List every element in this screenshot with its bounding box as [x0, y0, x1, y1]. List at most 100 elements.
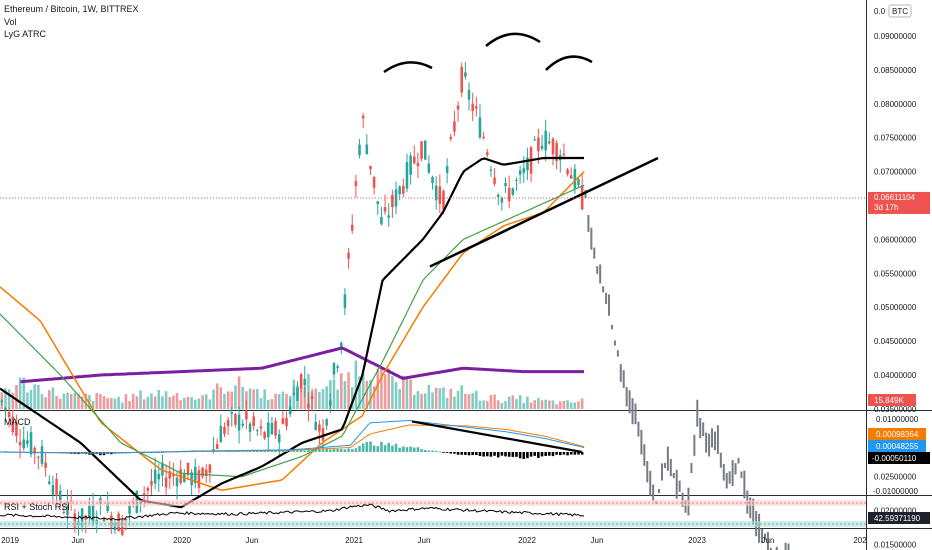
candle-body: [292, 392, 296, 395]
candle-body: [29, 432, 33, 455]
candle-body: [467, 89, 471, 100]
candle-body: [128, 505, 131, 514]
volume-bar: [350, 387, 354, 409]
price-tick-label: 0.05000000: [874, 303, 917, 312]
macd-hist-bar: [347, 448, 350, 452]
macd-hist-bar: [405, 447, 409, 452]
candle-body: [471, 103, 474, 111]
volume-legend[interactable]: Vol: [4, 17, 17, 27]
macd-hist-bar: [562, 452, 566, 455]
candle-body: [409, 155, 412, 175]
candle-body: [442, 191, 445, 210]
candle-body: [120, 520, 124, 535]
candle-body: [259, 426, 263, 429]
volume-bar: [518, 395, 522, 409]
candle-body: [142, 493, 146, 496]
volume-bar: [489, 395, 493, 409]
volume-bar: [37, 384, 40, 409]
macd-line-tag-value: 0.00048255: [876, 442, 919, 451]
volume-bar: [318, 391, 321, 409]
candle-body: [526, 157, 529, 171]
macd-hist-bar: [471, 452, 474, 456]
volume-bar: [321, 389, 325, 409]
volume-bar: [533, 400, 537, 409]
price-tick-label: 0.06000000: [874, 235, 917, 244]
volume-bar: [500, 402, 504, 409]
macd-hist-bar: [431, 450, 434, 452]
volume-bar: [562, 400, 566, 409]
volume-bar: [361, 373, 365, 409]
volume-bar: [482, 400, 485, 409]
candle-body: [44, 462, 47, 468]
volume-bar: [365, 380, 369, 409]
macd-hist-bar: [270, 450, 274, 452]
volume-bar: [555, 404, 558, 409]
macd-hist-bar: [467, 452, 471, 456]
volume-bar: [504, 400, 507, 409]
volume-bar: [314, 388, 318, 409]
candle-body: [51, 485, 55, 495]
volume-bar: [354, 360, 358, 409]
candle-body: [354, 181, 358, 187]
neckline-trendline[interactable]: [429, 156, 659, 268]
last-price-countdown: 3d 17h: [874, 203, 898, 212]
volume-bar: [110, 398, 113, 409]
macd-tick-top: 0.01000000: [876, 415, 919, 424]
candle-body: [478, 117, 482, 138]
candle-body: [318, 424, 321, 432]
volume-bar: [383, 374, 387, 409]
volume-bar: [183, 397, 186, 409]
volume-bar: [146, 396, 150, 409]
head-arc[interactable]: [485, 32, 541, 47]
macd-hist-bar: [445, 452, 449, 453]
macd-hist-bar: [380, 441, 383, 452]
macd-hist-bar: [372, 445, 376, 452]
macd-hist-bar: [537, 452, 540, 458]
volume-bar: [526, 396, 529, 409]
macd-trendline[interactable]: [411, 420, 583, 454]
rsi-tag: [868, 512, 930, 524]
left-shoulder-arc[interactable]: [383, 61, 433, 74]
volume-bar: [51, 387, 55, 409]
chart-title[interactable]: Ethereum / Bitcoin, 1W, BITTREX: [4, 4, 139, 14]
volume-bar: [15, 384, 18, 409]
candle-body: [347, 252, 350, 259]
candle-body: [427, 163, 431, 173]
volume-bar: [18, 377, 22, 409]
candle-body: [475, 106, 478, 109]
indicator-legend[interactable]: LyG ATRC: [4, 29, 47, 39]
volume-bar: [402, 375, 405, 409]
macd-hist-bar: [274, 450, 277, 452]
right-shoulder-arc[interactable]: [545, 55, 593, 71]
candle-body: [263, 432, 266, 439]
price-tick-label: 0.04500000: [874, 337, 917, 346]
volume-bar: [4, 388, 7, 409]
volume-bar: [95, 392, 99, 409]
candle-body: [456, 105, 460, 110]
candle-body: [376, 201, 380, 205]
projection-bars: [584, 189, 790, 550]
volume-bar: [33, 384, 36, 409]
candle-body: [365, 144, 369, 155]
volume-bar: [405, 376, 409, 409]
volume-bar: [493, 394, 496, 409]
candle-body: [150, 481, 153, 486]
candle-body: [518, 170, 522, 175]
volume-bar: [299, 380, 303, 409]
rsi-legend[interactable]: RSI + Stoch RSI: [4, 502, 70, 512]
volume-tag: [868, 394, 916, 406]
candle-body: [544, 130, 547, 151]
macd-hist-bar: [303, 450, 307, 452]
volume-bar: [569, 402, 573, 409]
macd-hist-bar: [354, 448, 358, 452]
macd-hist-bar: [350, 449, 354, 452]
volume-tag-value: 15.849K: [874, 396, 904, 405]
volume-bar: [131, 393, 135, 409]
time-axis-label: 2022: [518, 536, 536, 545]
macd-hist-bar: [496, 452, 500, 458]
volume-bar: [522, 402, 526, 409]
macd-hist-bar: [391, 445, 394, 452]
macd-legend[interactable]: MACD: [4, 417, 31, 427]
price-candles: [0, 62, 584, 537]
